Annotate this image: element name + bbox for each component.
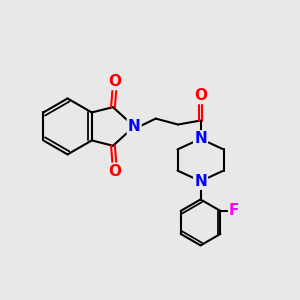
- Text: N: N: [128, 119, 141, 134]
- Text: N: N: [194, 174, 207, 189]
- Text: O: O: [108, 74, 121, 89]
- Text: O: O: [108, 164, 121, 179]
- Text: O: O: [194, 88, 207, 103]
- Text: N: N: [194, 131, 207, 146]
- Text: F: F: [229, 203, 239, 218]
